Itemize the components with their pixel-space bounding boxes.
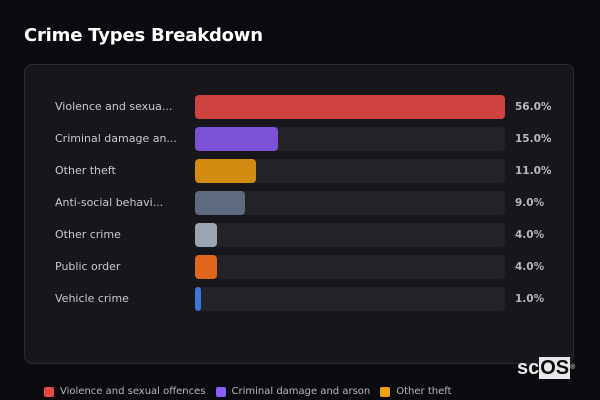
legend: Violence and sexual offences Criminal dam… [44, 386, 452, 397]
bar-fill[interactable] [195, 255, 218, 279]
bar-label: Other theft [55, 164, 116, 177]
bar-fill[interactable] [195, 95, 505, 119]
legend-swatch-icon [44, 386, 54, 397]
bar-value: 4.0% [515, 229, 545, 241]
logo-highlight: OS [539, 357, 571, 379]
bar-fill[interactable] [195, 287, 201, 311]
legend-label: Violence and sexual offences [60, 386, 206, 397]
bar-label: Violence and sexua... [55, 100, 173, 113]
bar-row: Vehicle crime 1.0% [25, 287, 573, 311]
legend-label: Criminal damage and arson [231, 386, 371, 397]
bar-fill[interactable] [195, 191, 245, 215]
chart-title: Crime Types Breakdown [24, 25, 263, 46]
bar-row: Violence and sexua... 56.0% [25, 95, 573, 119]
bar-row: Public order 4.0% [25, 255, 573, 279]
legend-item[interactable]: Violence and sexual offences [44, 386, 206, 397]
bar-label: Vehicle crime [55, 292, 129, 305]
bar-row: Other theft 11.0% [25, 159, 573, 183]
bar-row: Criminal damage an... 15.0% [25, 127, 573, 151]
bar-track [195, 223, 505, 247]
bar-value: 1.0% [515, 293, 545, 305]
bar-fill[interactable] [195, 223, 218, 247]
bar-track [195, 95, 505, 119]
bar-track [195, 127, 505, 151]
bar-row: Other crime 4.0% [25, 223, 573, 247]
bar-label: Criminal damage an... [55, 132, 177, 145]
bar-value: 4.0% [515, 261, 545, 273]
bar-value: 11.0% [515, 165, 552, 177]
legend-swatch-icon [380, 386, 391, 397]
legend-swatch-icon [215, 386, 226, 397]
legend-item[interactable]: Other theft [380, 386, 452, 397]
chart-card: Violence and sexua... 56.0% Criminal damag… [24, 64, 574, 364]
bar-track [195, 191, 505, 215]
bar-label: Anti-social behavi... [55, 196, 164, 209]
legend-label: Other theft [396, 386, 452, 397]
registered-icon: ® [570, 364, 576, 371]
bar-track [195, 159, 505, 183]
bar-row: Anti-social behavi... 9.0% [25, 191, 573, 215]
bar-fill[interactable] [195, 127, 279, 151]
legend-item[interactable]: Criminal damage and arson [215, 386, 371, 397]
scos-logo: scOS® [517, 357, 576, 379]
bar-fill[interactable] [195, 159, 256, 183]
bar-track [195, 287, 505, 311]
logo-text: sc [517, 357, 540, 379]
bar-value: 9.0% [515, 197, 545, 209]
bar-value: 15.0% [515, 133, 552, 145]
bar-track [195, 255, 505, 279]
bar-label: Public order [55, 260, 121, 273]
bar-value: 56.0% [515, 101, 552, 113]
bar-label: Other crime [55, 228, 121, 241]
